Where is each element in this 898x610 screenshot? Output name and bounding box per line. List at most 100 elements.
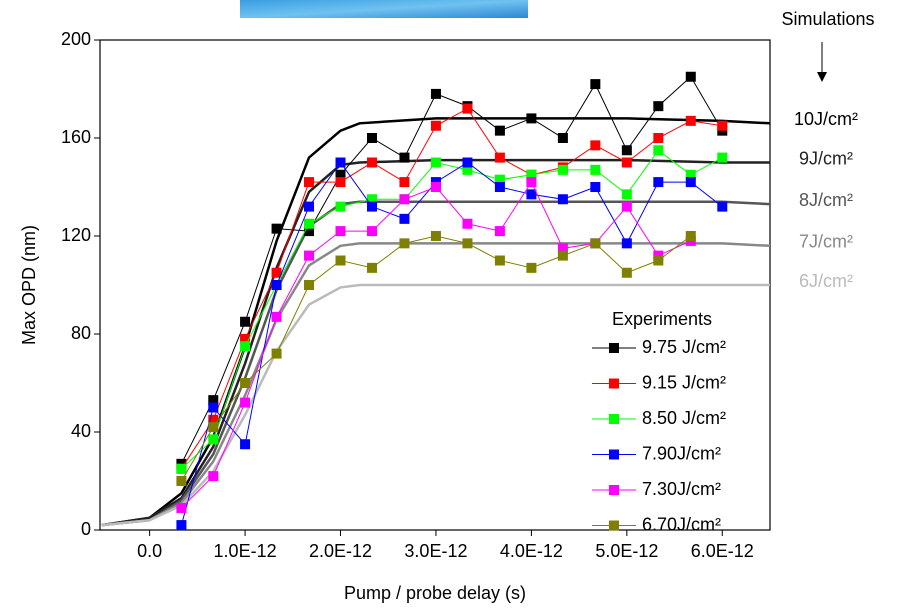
marker — [685, 169, 696, 180]
marker — [304, 218, 315, 229]
marker — [367, 133, 378, 143]
marker — [399, 213, 410, 224]
marker — [367, 262, 378, 273]
marker — [653, 133, 664, 143]
marker — [335, 226, 346, 237]
marker — [271, 348, 282, 359]
x-tick-label: 2.0E-12 — [309, 541, 372, 561]
marker — [685, 231, 696, 241]
marker — [271, 267, 282, 278]
marker — [208, 471, 219, 482]
marker — [590, 238, 601, 249]
marker — [240, 333, 251, 344]
simulation-label: 6J/cm² — [799, 271, 853, 291]
y-tick-label: 40 — [71, 421, 91, 441]
experiment-line — [180, 161, 723, 526]
marker — [462, 164, 473, 175]
simulation-label: 8J/cm² — [799, 190, 853, 210]
marker — [240, 316, 251, 327]
marker — [685, 71, 696, 82]
legend-label: 7.90J/cm² — [642, 443, 721, 463]
marker — [399, 177, 410, 188]
marker — [653, 255, 664, 266]
y-tick-label: 120 — [61, 225, 91, 245]
marker — [526, 189, 537, 200]
marker — [240, 341, 251, 352]
x-axis-label: Pump / probe delay (s) — [344, 583, 526, 603]
legend-marker — [609, 485, 619, 495]
marker — [717, 201, 728, 212]
marker — [462, 238, 473, 249]
marker — [494, 174, 505, 185]
marker — [430, 88, 441, 99]
marker — [367, 157, 378, 168]
x-tick-label: 1.0E-12 — [214, 541, 277, 561]
image-strip — [240, 0, 528, 18]
marker — [271, 280, 282, 290]
y-axis-label: Max OPD (nm) — [19, 225, 39, 345]
marker — [590, 79, 601, 90]
marker — [462, 157, 473, 168]
marker — [526, 169, 537, 180]
marker — [240, 397, 251, 408]
marker — [430, 157, 441, 168]
marker — [304, 250, 315, 261]
y-tick-label: 0 — [81, 519, 91, 539]
marker — [653, 101, 664, 112]
experiment-line — [181, 149, 723, 470]
marker — [176, 476, 187, 486]
x-tick-label: 6.0E-12 — [691, 541, 754, 561]
marker — [208, 402, 219, 413]
marker — [304, 201, 315, 212]
experiment-line — [180, 235, 692, 482]
marker — [240, 439, 251, 450]
simulation-line — [101, 283, 770, 527]
x-tick-label: 4.0E-12 — [500, 541, 563, 561]
legend-label: 6.70J/cm² — [642, 514, 721, 534]
legend-label: 9.75 J/cm² — [642, 337, 726, 357]
marker — [304, 226, 315, 237]
marker — [367, 194, 378, 205]
marker — [621, 157, 632, 168]
x-tick-label: 5.0E-12 — [595, 541, 658, 561]
x-tick-label: 0.0 — [137, 541, 162, 561]
marker — [176, 502, 187, 513]
legend-label: 8.50 J/cm² — [642, 408, 726, 428]
experiment-line — [180, 76, 723, 465]
marker — [494, 255, 505, 266]
marker — [208, 422, 219, 433]
legend-marker — [609, 449, 619, 460]
marker — [335, 177, 346, 188]
marker — [590, 164, 601, 175]
simulation-line — [101, 242, 771, 527]
marker — [717, 152, 728, 163]
marker — [494, 152, 505, 163]
marker — [526, 262, 537, 273]
marker — [335, 255, 346, 266]
marker — [399, 194, 410, 205]
marker — [557, 164, 568, 175]
marker — [557, 194, 568, 205]
legend-label: 7.30J/cm² — [642, 479, 721, 499]
legend-marker — [609, 343, 619, 353]
marker — [590, 140, 601, 151]
marker — [621, 189, 632, 200]
marker — [208, 395, 219, 406]
marker — [304, 177, 315, 188]
marker — [494, 182, 505, 192]
marker — [271, 311, 282, 322]
marker — [208, 434, 219, 445]
marker — [367, 201, 378, 212]
marker — [399, 238, 410, 249]
simulation-label: 9J/cm² — [799, 148, 853, 168]
legend-marker — [609, 520, 619, 531]
marker — [335, 169, 346, 180]
marker — [685, 115, 696, 126]
marker — [494, 125, 505, 136]
simulation-label: 10J/cm² — [794, 109, 858, 129]
marker — [208, 414, 219, 425]
marker — [621, 201, 632, 212]
legend-label: 9.15 J/cm² — [642, 372, 726, 392]
marker — [271, 223, 282, 234]
